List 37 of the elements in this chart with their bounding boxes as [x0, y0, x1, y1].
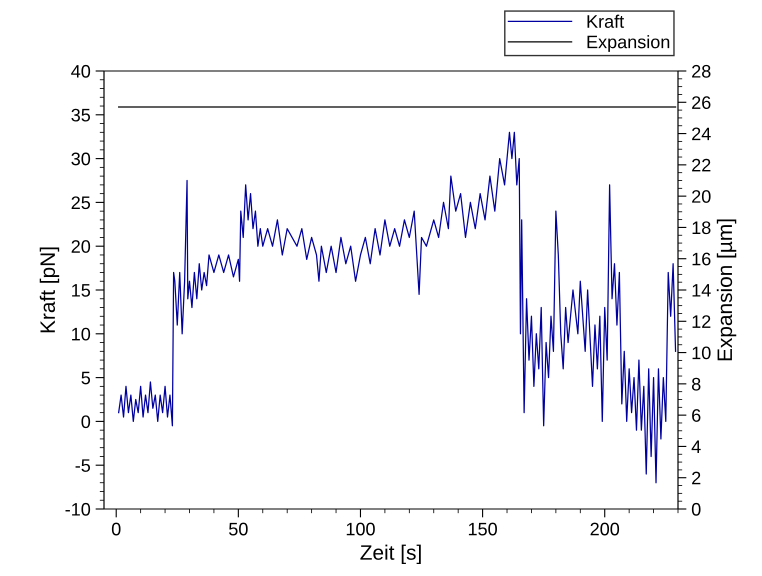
y-tick-label: 35 [71, 108, 90, 122]
y2-tick-label: 26 [692, 96, 710, 110]
x-tick-label: 50 [229, 522, 248, 536]
y2-tick-label: 16 [692, 252, 710, 266]
y2-tick-label: 20 [692, 190, 711, 203]
x-tick-label: 0 [112, 522, 121, 536]
y2-tick-label: 2 [692, 472, 700, 484]
line-series [118, 132, 676, 484]
x-tick-label: 200 [590, 522, 620, 536]
y-tick-label: 25 [72, 196, 90, 210]
y-tick-label: 20 [72, 240, 90, 253]
y2-tick-label: 6 [692, 409, 700, 422]
y-tick-label: 30 [71, 152, 90, 166]
y-tick-label: 0 [81, 415, 90, 428]
y2-tick-label: 28 [692, 64, 710, 78]
y-tick-label: 15 [72, 284, 90, 297]
y2-tick-label: 4 [692, 440, 701, 453]
legend-label: Expansion [588, 35, 670, 52]
y2-tick-label: 0 [692, 502, 701, 516]
y2-tick-label: 18 [692, 221, 710, 234]
y2-axis-title: Expansion [µm] [716, 219, 736, 360]
y-tick-label: 5 [81, 372, 90, 384]
y2-tick-label: 8 [692, 378, 700, 391]
y-tick-label: -5 [76, 459, 90, 472]
y-axis-title: Kraft [pN] [40, 247, 60, 332]
y-tick-label: 10 [72, 328, 90, 341]
legend-label: Kraft [588, 14, 624, 28]
x-axis-title: Zeit [s] [360, 544, 421, 564]
y-tick-label: 40 [71, 64, 90, 78]
y-tick-label: -10 [66, 502, 90, 516]
y2-tick-label: 24 [692, 128, 711, 140]
x-tick-label: 150 [468, 522, 497, 536]
y2-tick-label: 22 [692, 158, 710, 172]
y2-tick-label: 10 [692, 346, 711, 360]
y2-tick-label: 12 [692, 315, 710, 328]
x-tick-label: 100 [346, 522, 375, 536]
y2-tick-label: 14 [692, 284, 711, 297]
